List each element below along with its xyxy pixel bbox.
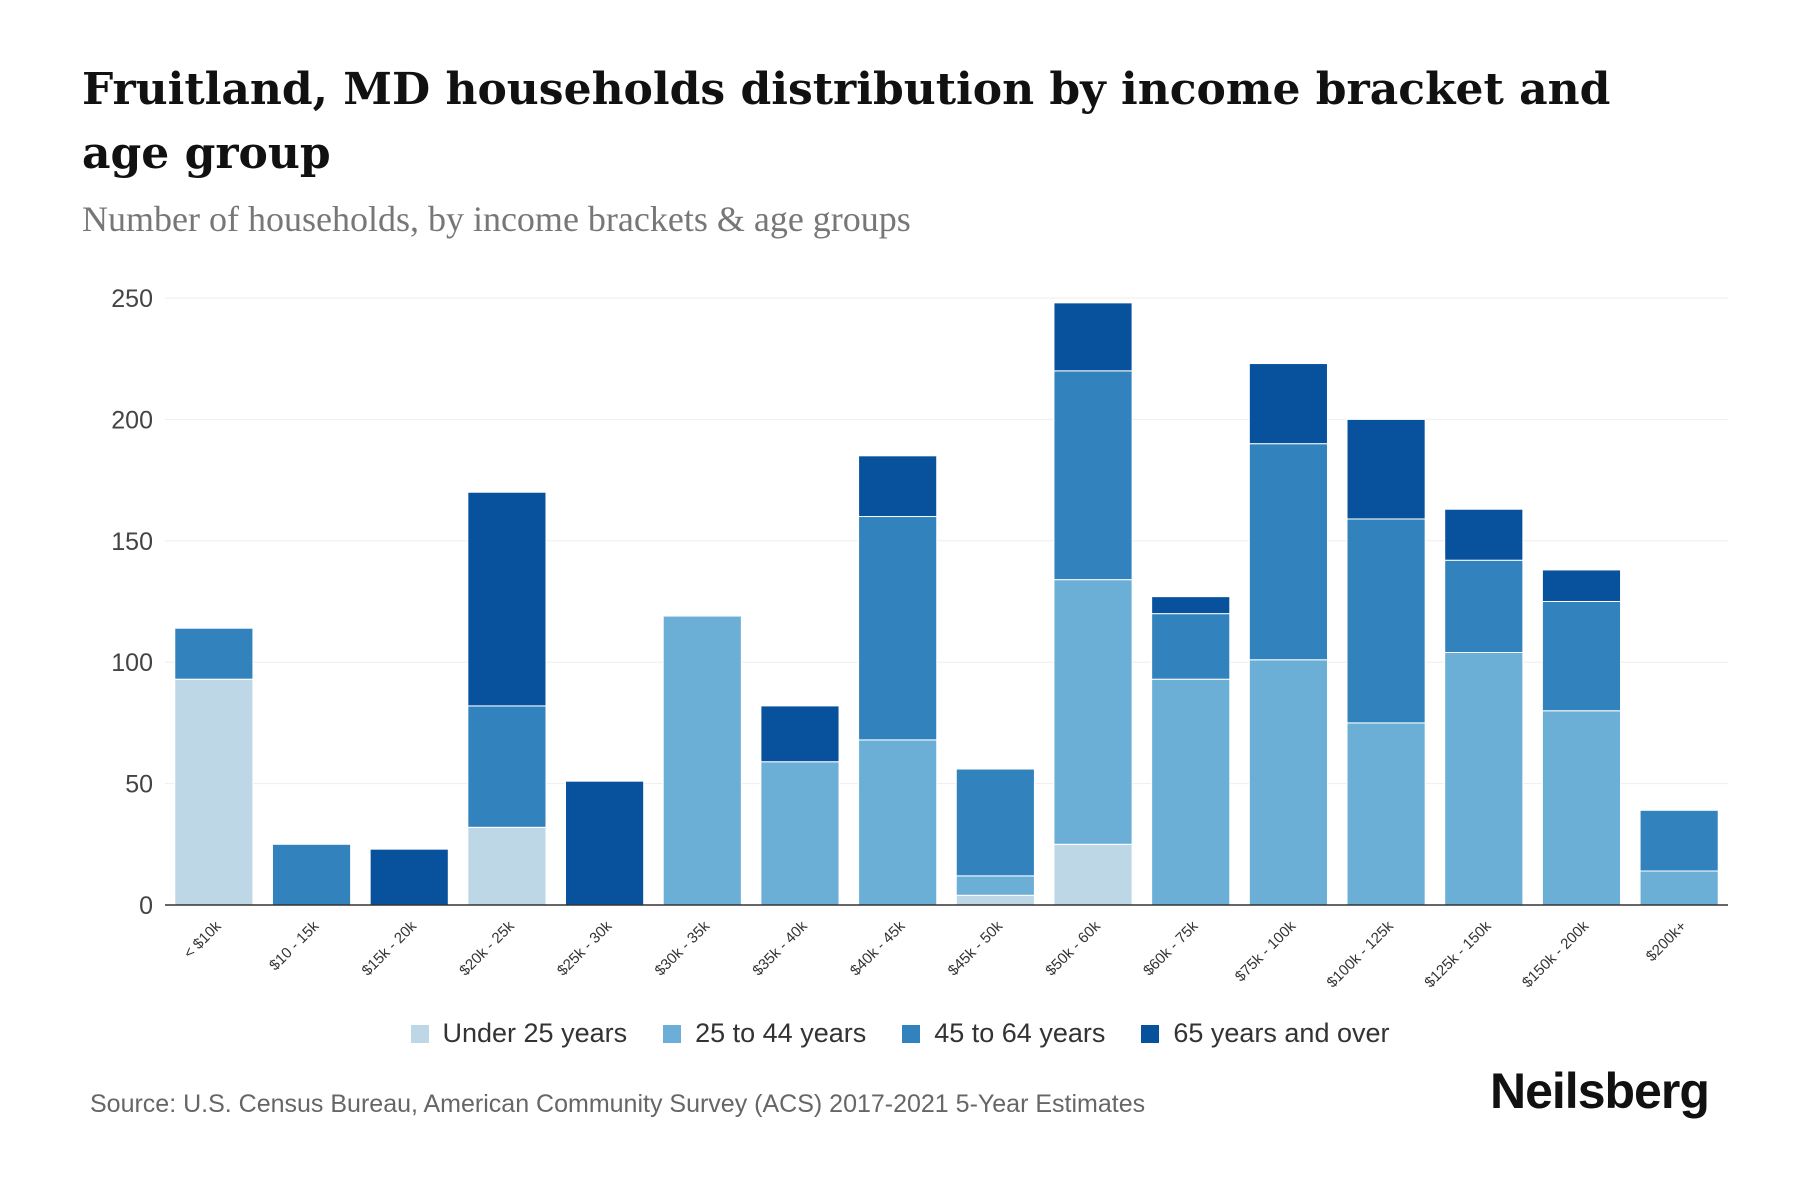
bar-segment-45-to-64-years [955, 768, 1035, 877]
x-tick-label: $75k - 100k [1232, 917, 1300, 985]
legend-item: Under 25 years [410, 1018, 628, 1049]
chart-subtitle: Number of households, by income brackets… [82, 199, 911, 239]
bar-segment-65-years-and-over [1151, 596, 1231, 615]
bar-segment-25-to-44-years [1541, 710, 1622, 906]
x-tick-label: $50k - 60k [1042, 917, 1104, 979]
x-tick-label: $15k - 20k [358, 917, 420, 979]
legend-label: Under 25 years [442, 1018, 628, 1048]
legend-label: 25 to 44 years [695, 1018, 867, 1048]
x-tick-label: $35k - 40k [749, 917, 811, 979]
legend: Under 25 years 25 to 44 years 45 to 64 yea… [0, 1018, 1800, 1049]
x-tick-label: $45k - 50k [945, 917, 1007, 979]
chart-title: Fruitland, MD households distribution by… [82, 64, 1611, 179]
y-tick-label: 250 [111, 285, 153, 313]
bar-segment-25-to-44-years [1248, 659, 1328, 906]
x-tick-label: $200k+ [1643, 918, 1690, 965]
bar-segment-25-to-44-years [1444, 651, 1524, 906]
bar-segment-25-to-44-years [760, 761, 840, 906]
bar-segment-45-to-64-years [1639, 809, 1719, 872]
x-tick-label: $60k - 75k [1140, 917, 1202, 979]
legend-swatch [1141, 1024, 1160, 1043]
legend-swatch [902, 1024, 921, 1043]
bar-segment-25-to-44-years [1346, 722, 1426, 906]
legend-label: 45 to 64 years [934, 1018, 1106, 1048]
y-tick-label: 50 [125, 771, 153, 799]
legend-label: 65 years and over [1173, 1018, 1390, 1048]
bar-segment-under-25-years [1053, 843, 1133, 906]
bar-segment-25-to-44-years [662, 615, 742, 906]
bar-segment-45-to-64-years [1541, 601, 1622, 712]
x-tick-label: $20k - 25k [456, 917, 518, 979]
bar-segment-65-years-and-over [1541, 569, 1622, 602]
bar-segment-65-years-and-over [760, 705, 840, 763]
bar-segment-65-years-and-over [1053, 302, 1133, 372]
legend-item: 65 years and over [1141, 1018, 1390, 1049]
bar-segment-25-to-44-years [1639, 870, 1719, 906]
y-tick-label: 150 [111, 528, 153, 556]
bar-segment-65-years-and-over [858, 455, 938, 518]
x-tick-label: $150k - 200k [1519, 917, 1593, 991]
bar-segment-45-to-64-years [858, 516, 938, 741]
bar-segment-45-to-64-years [174, 627, 254, 680]
legend-swatch [410, 1024, 429, 1043]
bar-segment-45-to-64-years [1346, 518, 1426, 724]
bar-segment-under-25-years [174, 678, 254, 906]
bar-segment-65-years-and-over [467, 491, 547, 707]
x-tick-label: $30k - 35k [652, 917, 714, 979]
bar-segment-65-years-and-over [565, 780, 645, 906]
bar-segment-25-to-44-years [955, 875, 1035, 896]
y-tick-label: 0 [139, 892, 153, 920]
x-tick-label: $100k - 125k [1324, 917, 1398, 991]
x-tick-label: < $10k [181, 917, 226, 962]
bar-segment-45-to-64-years [467, 705, 547, 828]
bar-segment-65-years-and-over [1444, 508, 1524, 561]
neilsberg-logo: Neilsberg [1490, 1063, 1710, 1119]
bar-segment-45-to-64-years [1444, 559, 1524, 653]
x-tick-label: $40k - 45k [847, 917, 909, 979]
y-tick-label: 100 [111, 649, 153, 677]
bar-segment-under-25-years [955, 894, 1035, 906]
bar-segment-65-years-and-over [1346, 418, 1426, 520]
legend-item: 45 to 64 years [902, 1018, 1105, 1049]
x-tick-label: $25k - 30k [554, 917, 616, 979]
x-tick-label: $125k - 150k [1421, 917, 1495, 991]
bar-segment-65-years-and-over [369, 848, 449, 906]
legend-item: 25 to 44 years [663, 1018, 866, 1049]
bar-segment-25-to-44-years [1053, 579, 1133, 845]
x-tick-label: $10 - 15k [266, 917, 323, 974]
bar-segment-45-to-64-years [1248, 443, 1328, 661]
bar-segment-25-to-44-years [858, 739, 938, 906]
bar-segment-65-years-and-over [1248, 363, 1328, 445]
source-note: Source: U.S. Census Bureau, American Com… [90, 1090, 1146, 1118]
bar-segment-under-25-years [467, 826, 547, 906]
bar-segment-45-to-64-years [1053, 370, 1133, 581]
legend-swatch [663, 1024, 682, 1043]
bar-segment-45-to-64-years [1151, 613, 1231, 680]
bar-segment-25-to-44-years [1151, 678, 1231, 906]
y-tick-label: 200 [111, 406, 153, 434]
bar-segment-45-to-64-years [271, 843, 352, 906]
